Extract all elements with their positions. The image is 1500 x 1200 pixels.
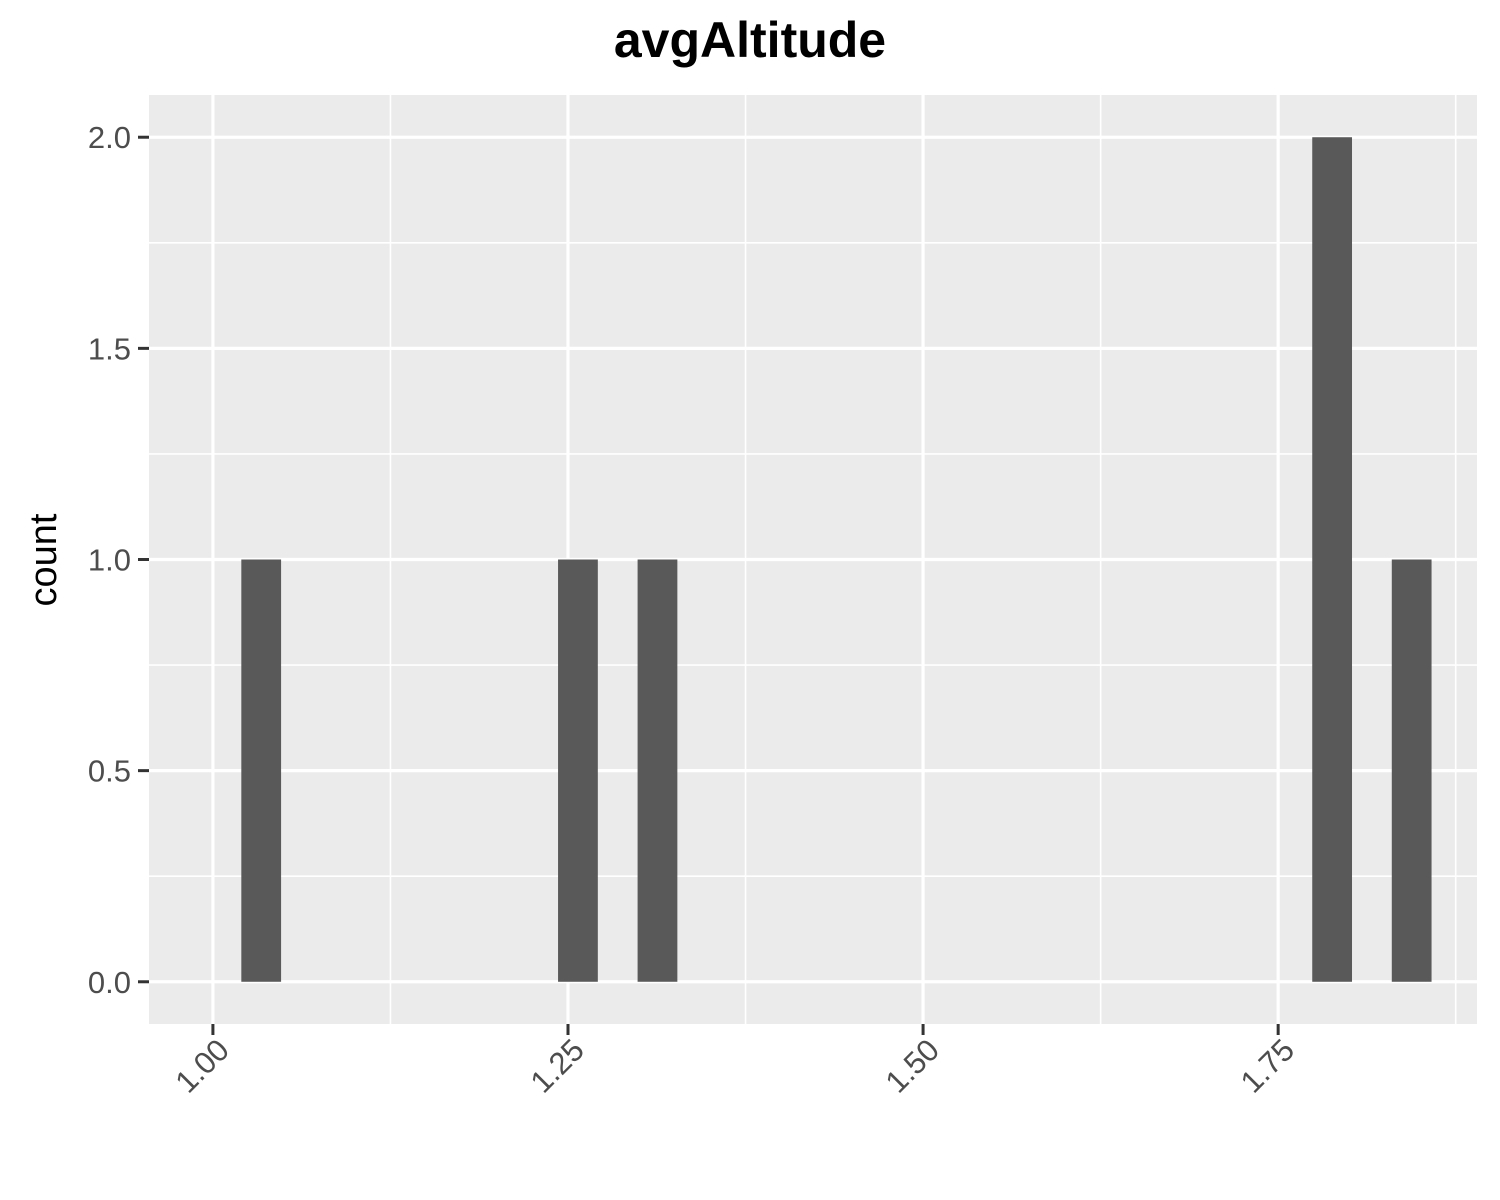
x-tick-label: 1.75 xyxy=(1234,1032,1301,1099)
y-tick-label: 0.0 xyxy=(88,965,131,1000)
y-tick-label: 0.5 xyxy=(88,754,131,789)
histogram-bar xyxy=(637,559,678,982)
histogram-bar xyxy=(241,559,282,982)
histogram-bar xyxy=(1312,137,1353,982)
y-axis: 0.0 0.5 1.0 1.5 2.0 xyxy=(88,120,149,1000)
x-axis: 1.00 1.25 1.50 1.75 xyxy=(168,1024,1301,1100)
chart-title: avgAltitude xyxy=(614,12,886,68)
y-tick-label: 1.0 xyxy=(88,543,131,578)
histogram-bar xyxy=(1391,559,1432,982)
y-tick-label: 2.0 xyxy=(88,120,131,155)
x-tick-label: 1.25 xyxy=(524,1032,591,1099)
x-tick-label: 1.50 xyxy=(879,1032,946,1099)
histogram-bar xyxy=(558,559,598,982)
x-tick-label: 1.00 xyxy=(168,1032,235,1099)
y-axis-label: count xyxy=(23,513,65,606)
histogram-bars xyxy=(241,137,1432,982)
y-tick-label: 1.5 xyxy=(88,331,131,366)
